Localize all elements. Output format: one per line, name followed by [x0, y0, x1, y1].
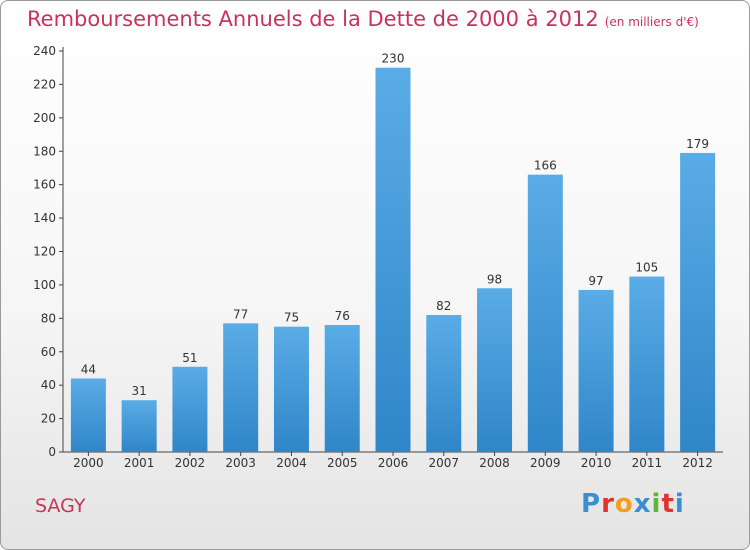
x-tick-label: 2010 — [581, 456, 612, 470]
chart-title: Remboursements Annuels de la Dette de 20… — [27, 7, 699, 31]
y-tick-label: 80 — [41, 311, 56, 325]
y-tick-label: 120 — [33, 245, 56, 259]
y-tick-label: 100 — [33, 278, 56, 292]
bar — [527, 174, 563, 452]
bar — [426, 314, 462, 452]
data-label: 31 — [132, 384, 147, 398]
x-tick-label: 2004 — [276, 456, 307, 470]
data-label: 179 — [686, 137, 709, 151]
y-tick-label: 200 — [33, 111, 56, 125]
x-tick-label: 2012 — [682, 456, 713, 470]
bar — [223, 323, 259, 452]
y-tick-label: 60 — [41, 345, 56, 359]
bar — [680, 152, 716, 452]
x-tick-label: 2009 — [530, 456, 561, 470]
y-tick-label: 20 — [41, 412, 56, 426]
x-tick-label: 2007 — [428, 456, 459, 470]
data-label: 82 — [436, 299, 451, 313]
bar — [578, 289, 614, 452]
data-label: 76 — [335, 309, 350, 323]
data-label: 77 — [233, 307, 248, 321]
title-unit: (en milliers d'€) — [604, 15, 699, 29]
x-tick-label: 2011 — [632, 456, 663, 470]
data-label: 230 — [382, 52, 405, 66]
x-tick-label: 2002 — [175, 456, 206, 470]
x-tick-label: 2006 — [378, 456, 409, 470]
x-tick-label: 2000 — [73, 456, 104, 470]
bar — [375, 67, 411, 452]
proxiti-logo: Proxiti — [581, 489, 685, 519]
y-tick-label: 180 — [33, 144, 56, 158]
data-label: 44 — [81, 362, 96, 376]
data-label: 166 — [534, 159, 557, 173]
y-tick-label: 140 — [33, 211, 56, 225]
title-text: Remboursements Annuels de la Dette de 20… — [27, 7, 599, 31]
place-name: SAGY — [35, 495, 86, 517]
x-tick-label: 2003 — [225, 456, 256, 470]
data-label: 97 — [588, 274, 603, 288]
x-tick-label: 2008 — [479, 456, 510, 470]
bar — [273, 326, 309, 452]
data-label: 51 — [182, 351, 197, 365]
x-tick-label: 2001 — [124, 456, 155, 470]
x-tick-label: 2005 — [327, 456, 358, 470]
data-label: 105 — [635, 261, 658, 275]
y-tick-label: 160 — [33, 178, 56, 192]
data-label: 98 — [487, 272, 502, 286]
bar — [629, 276, 665, 452]
y-tick-label: 240 — [33, 44, 56, 58]
bar — [121, 400, 157, 452]
bar — [70, 378, 106, 452]
bar — [477, 288, 513, 452]
bar — [172, 366, 208, 452]
y-tick-label: 40 — [41, 378, 56, 392]
y-tick-label: 220 — [33, 77, 56, 91]
bar — [324, 325, 360, 452]
data-label: 75 — [284, 311, 299, 325]
y-tick-label: 0 — [48, 445, 56, 459]
